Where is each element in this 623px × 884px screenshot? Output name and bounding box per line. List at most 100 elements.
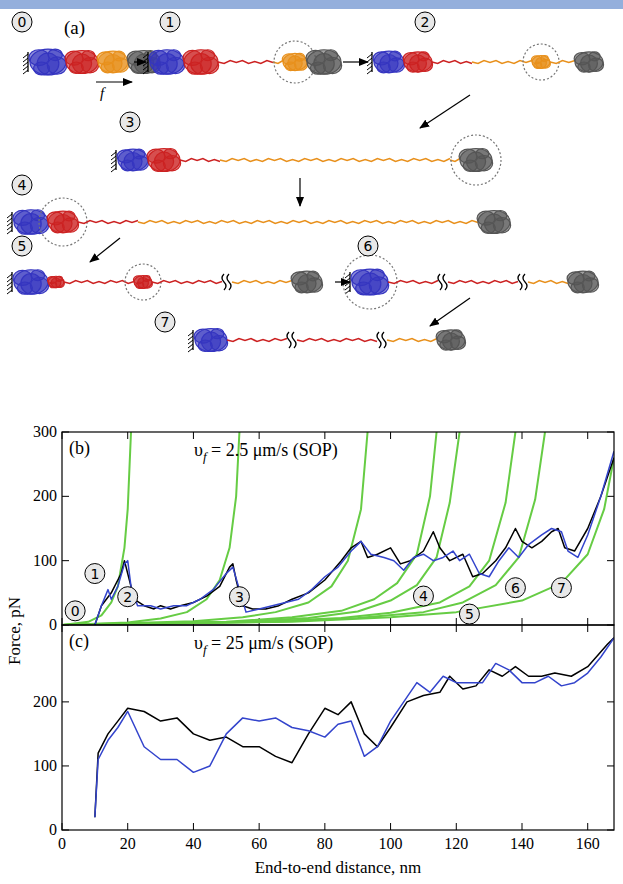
- y-tick-label: 0: [49, 616, 57, 633]
- domain-blob: [148, 148, 180, 171]
- domain-blob: [154, 152, 173, 171]
- anchor-hatch: [188, 336, 193, 340]
- state-number: 1: [166, 14, 175, 30]
- transition-arrow: [335, 281, 350, 282]
- domain-blob: [157, 54, 177, 74]
- anchor-hatch: [345, 274, 350, 278]
- panel-label: (a): [64, 17, 85, 39]
- state-number: 2: [421, 14, 430, 30]
- highlight-circle: [523, 44, 559, 80]
- x-axis-title: End-to-end distance, nm: [255, 858, 422, 877]
- domain-blob: [536, 58, 547, 69]
- domain-blob: [359, 273, 381, 295]
- anchor-hatch: [7, 282, 12, 286]
- domain-blob: [581, 55, 598, 72]
- break-mark: [443, 274, 447, 290]
- anchor-hatch: [188, 348, 193, 352]
- y-tick-label: 100: [33, 757, 57, 774]
- anchor-hatch: [7, 222, 12, 226]
- anchor-hatch: [7, 274, 12, 278]
- data-line: [95, 451, 614, 625]
- data-line: [62, 458, 614, 625]
- state-marker: [12, 236, 32, 256]
- data-line: [95, 638, 614, 817]
- stretched-chain: [180, 159, 220, 162]
- annotation: 5: [465, 606, 474, 622]
- domain-blob: [48, 276, 64, 288]
- x-tick: [522, 618, 523, 625]
- header-bar: [0, 0, 623, 9]
- anchor-hatch: [367, 54, 372, 58]
- x-tick: [390, 625, 391, 632]
- y-tick: [62, 765, 69, 766]
- x-tick: [390, 618, 391, 625]
- stretched-chain: [432, 61, 472, 64]
- anchor-hatch: [188, 332, 193, 336]
- domain-blob: [575, 52, 603, 72]
- state-marker: [120, 112, 140, 132]
- stretched-chain: [388, 281, 438, 284]
- state: 4: [7, 175, 511, 246]
- stretched-chain: [152, 281, 222, 284]
- stretched-chain: [550, 61, 575, 64]
- title-part: υ: [194, 633, 203, 653]
- y-tick: [607, 560, 614, 561]
- stretched-chain: [448, 281, 518, 284]
- annotation: 1: [90, 566, 99, 582]
- state-number: 4: [18, 177, 27, 193]
- state-marker: [12, 12, 32, 32]
- state: 3: [111, 112, 501, 185]
- x-tick: [324, 625, 325, 632]
- stretched-chain: [232, 281, 292, 284]
- x-tick-label: 160: [576, 835, 600, 852]
- state: 2: [367, 12, 604, 80]
- data-line: [95, 458, 614, 625]
- anchor-hatch: [367, 70, 372, 74]
- domain-blob: [283, 53, 307, 70]
- x-tick-label: 140: [510, 835, 534, 852]
- break-mark: [523, 274, 527, 290]
- domain-blob: [201, 332, 220, 351]
- x-tick: [456, 625, 457, 632]
- transition-arrow: [299, 178, 300, 206]
- x-tick: [127, 823, 128, 830]
- x-tick: [522, 823, 523, 830]
- x-tick: [456, 432, 457, 439]
- state-number: 3: [126, 114, 135, 130]
- anchor-hatch: [23, 70, 28, 74]
- x-tick-label: 60: [251, 835, 267, 852]
- domain-blob: [134, 276, 152, 289]
- plot-frame: [62, 432, 614, 625]
- stretched-chain: [227, 339, 287, 342]
- x-tick: [587, 625, 588, 632]
- state: 7: [155, 312, 466, 352]
- anchor-hatch: [111, 160, 116, 164]
- title-part: = 2.5 μm/s (SOP): [207, 440, 338, 461]
- stretched-chain: [220, 159, 450, 162]
- figure: (a)0f1234567010020030001234567(b)υf = 2.…: [0, 0, 623, 884]
- panel-label: (b): [69, 438, 90, 459]
- stretched-chain: [297, 339, 377, 342]
- domain-blob: [443, 333, 460, 350]
- domain-blob: [66, 50, 98, 73]
- y-axis-title: Force, pN: [5, 597, 24, 665]
- state-marker: [160, 12, 180, 32]
- x-tick: [259, 823, 260, 830]
- domain-blob: [195, 328, 227, 351]
- state-number: 6: [364, 238, 373, 254]
- x-tick-label: 100: [379, 835, 403, 852]
- x-tick-label: 0: [58, 835, 66, 852]
- transition-arrow: [90, 238, 120, 262]
- data-line: [62, 432, 368, 625]
- title-part: = 25 μm/s (SOP): [207, 633, 334, 654]
- state: 5: [7, 236, 323, 300]
- annotation: 2: [123, 589, 132, 605]
- x-tick: [522, 625, 523, 632]
- x-tick: [390, 823, 391, 830]
- domain-blob: [54, 215, 72, 233]
- anchor-hatch: [188, 340, 193, 344]
- break-mark: [222, 274, 226, 290]
- data-line: [62, 432, 460, 625]
- domain-blob: [410, 55, 427, 72]
- x-tick: [587, 823, 588, 830]
